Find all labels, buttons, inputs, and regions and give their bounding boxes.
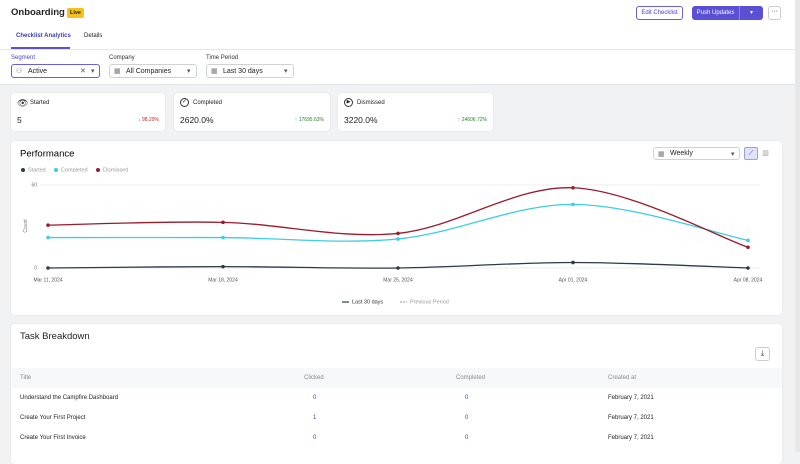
- table-cell: February 7, 2021: [608, 435, 654, 441]
- status-badge: Live: [67, 8, 84, 18]
- segment-select[interactable]: Active ⚇ ✕ ▾: [11, 64, 100, 78]
- table-header: [11, 368, 782, 388]
- y-tick-label: 0: [34, 265, 37, 271]
- stat-change: ↑ 17695.63%: [294, 117, 324, 123]
- data-point: [221, 264, 225, 269]
- push-dropdown[interactable]: ▾: [739, 6, 763, 20]
- x-tick-label: Mar 18, 2024: [208, 277, 238, 283]
- stat-value: 2620.0%: [180, 115, 214, 125]
- column-header: Title: [20, 375, 32, 381]
- legend-label: Completed: [61, 167, 88, 173]
- select-value: Active: [28, 67, 48, 75]
- stat-card: ✓ Completed 2620.0% ↑ 17695.63%: [174, 93, 330, 131]
- count-link[interactable]: 0: [313, 435, 317, 441]
- legend-marker: [21, 168, 25, 172]
- edit-button[interactable]: Edit Checklist: [636, 6, 683, 20]
- header-area: Onboarding ✎ Live Edit Checklist Push Up…: [0, 0, 795, 85]
- stat-label: Started: [30, 100, 50, 106]
- stat-change-text: 17695.63%: [298, 117, 324, 123]
- data-point: [571, 260, 575, 265]
- tab-underline: [11, 47, 70, 49]
- company-select[interactable]: All Companies ▦ ▾: [109, 64, 197, 78]
- column-header: Completed: [456, 375, 486, 381]
- period-legend-label: Previous Period: [410, 299, 449, 305]
- legend-marker: [96, 168, 100, 172]
- tab[interactable]: Details: [84, 33, 103, 39]
- data-point: [396, 237, 400, 241]
- table-cell: February 7, 2021: [608, 415, 654, 421]
- x-tick-label: Mar 11, 2024: [33, 277, 62, 283]
- data-point: [221, 235, 225, 240]
- select-value: Weekly: [670, 150, 693, 157]
- chart-title: Performance: [20, 149, 74, 160]
- data-point: [46, 235, 50, 240]
- period-legend-label: Last 30 days: [352, 299, 383, 305]
- legend-marker: [54, 168, 58, 172]
- data-point: [571, 185, 575, 190]
- section-title: Task Breakdown: [20, 331, 90, 342]
- bar-view-button[interactable]: ▥: [762, 150, 769, 157]
- table-cell: Create Your First Project: [20, 415, 86, 421]
- table-cell: Understand the Campfire Dashboard: [20, 395, 119, 401]
- table-cell: Create Your First Invoice: [20, 435, 86, 441]
- data-point: [746, 245, 750, 250]
- data-point: [221, 220, 225, 225]
- more-button[interactable]: ···: [768, 6, 781, 20]
- select-value: All Companies: [126, 67, 172, 75]
- data-point: [571, 202, 575, 207]
- table-cell: February 7, 2021: [608, 395, 654, 401]
- count-link[interactable]: 0: [465, 415, 469, 421]
- filter-label: Time Period: [206, 55, 239, 61]
- column-header: Clicked: [304, 375, 324, 381]
- stat-change: ↓ 98.29%: [138, 117, 159, 123]
- download-button[interactable]: ⤓: [755, 347, 770, 361]
- column-header: Created at: [608, 375, 637, 381]
- edit-icon[interactable]: ✎: [55, 8, 62, 17]
- filter-label: Company: [109, 55, 135, 61]
- count-link[interactable]: 0: [313, 395, 317, 401]
- push-button[interactable]: Push Updates: [692, 6, 739, 20]
- stat-card: 👁 Started 5 ↓ 98.29%: [11, 93, 165, 131]
- line-view-button[interactable]: ⟋: [744, 147, 758, 160]
- stat-value: 3220.0%: [344, 115, 378, 125]
- legend-label: Started: [28, 167, 46, 173]
- chart: Performance Count 0 60 Mar 11, 2024 Mar 18,…: [20, 149, 763, 306]
- count-link[interactable]: 0: [465, 435, 469, 441]
- y-tick-label: 60: [31, 182, 37, 188]
- stat-value: 5: [17, 115, 22, 125]
- period-select[interactable]: Last 30 days ▦ ▾: [206, 64, 294, 78]
- x-tick-label: Apr 08, 2024: [734, 277, 763, 283]
- performance-card: Weekly ▦ ▾ ⟋ ▥: [11, 141, 782, 315]
- stat-change-text: 98.29%: [142, 117, 159, 123]
- tab[interactable]: Checklist Analytics: [16, 33, 71, 39]
- filter-label: Segment: [11, 55, 36, 61]
- stat-label: Dismissed: [357, 100, 385, 106]
- stat-change: ↑ 24606.72%: [457, 117, 487, 123]
- x-tick-label: Mar 25, 2024: [383, 277, 413, 283]
- count-link[interactable]: 1: [313, 415, 317, 421]
- data-point: [46, 223, 50, 227]
- scrollbar[interactable]: [795, 0, 800, 452]
- divider: [0, 49, 795, 50]
- task-card: Task Breakdown ⤓ Title Clicked Completed Cr…: [11, 324, 782, 464]
- data-point: [396, 231, 400, 236]
- interval-select[interactable]: Weekly ▦ ▾: [653, 147, 740, 160]
- data-point: [396, 266, 400, 270]
- legend-label: Dismissed: [103, 167, 128, 173]
- x-tick-label: Apr 01, 2024: [559, 277, 588, 283]
- stat-card: ▶ Dismissed 3220.0% ↑ 24606.72%: [338, 93, 493, 131]
- data-point: [46, 266, 50, 270]
- data-point: [746, 238, 750, 243]
- count-link[interactable]: 0: [465, 395, 469, 401]
- stat-label: Completed: [193, 100, 223, 106]
- select-value: Last 30 days: [223, 67, 263, 75]
- page-title: Onboarding: [11, 7, 65, 18]
- data-point: [746, 266, 750, 270]
- y-axis-label: Count: [23, 219, 29, 233]
- stat-change-text: 24606.72%: [461, 117, 487, 123]
